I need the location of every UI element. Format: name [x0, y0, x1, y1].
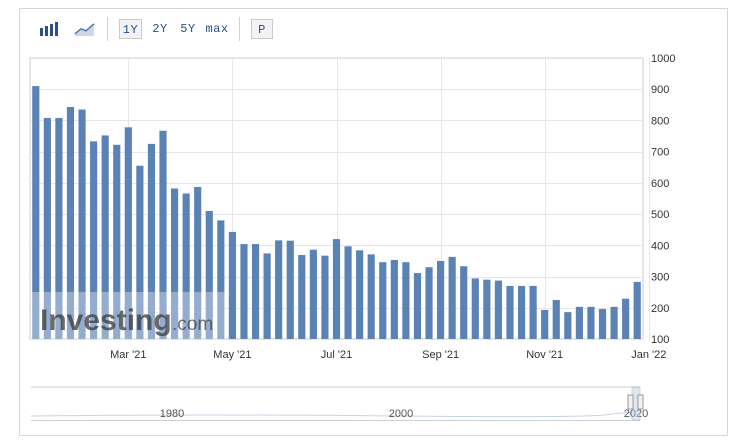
bar[interactable] — [494, 280, 503, 339]
bar[interactable] — [379, 262, 387, 339]
watermark-band — [31, 292, 225, 339]
bar[interactable] — [136, 165, 144, 339]
x-tick-label: May '21 — [213, 349, 251, 361]
bar[interactable] — [251, 244, 260, 339]
bar[interactable] — [78, 109, 86, 340]
bar[interactable] — [448, 256, 456, 339]
watermark-logo-suffix: .com — [172, 314, 213, 335]
x-tick-label: Nov '21 — [526, 349, 563, 361]
bar[interactable] — [309, 249, 317, 339]
bar[interactable] — [228, 231, 236, 339]
bar[interactable] — [66, 107, 75, 340]
bar[interactable] — [43, 117, 51, 339]
bar[interactable] — [147, 143, 156, 339]
navigator-series — [30, 411, 633, 418]
y-tick-label: 900 — [651, 84, 669, 96]
y-tick-label: 1000 — [651, 53, 675, 65]
bar[interactable] — [471, 278, 479, 339]
bar[interactable] — [367, 254, 375, 339]
x-tick-label: Sep '21 — [422, 349, 459, 361]
y-tick-label: 600 — [651, 178, 669, 190]
bar[interactable] — [298, 255, 306, 339]
x-tick-label: Jul '21 — [321, 349, 352, 361]
navigator-year-label: 2000 — [389, 408, 413, 420]
y-tick-label: 100 — [651, 334, 669, 346]
y-tick-label: 300 — [651, 272, 669, 284]
y-tick-label: 400 — [651, 240, 669, 252]
bar[interactable] — [159, 130, 167, 339]
bar[interactable] — [622, 298, 630, 339]
bar[interactable] — [390, 260, 398, 339]
navigator-handle-left[interactable] — [627, 394, 634, 410]
line-chart-icon[interactable] — [73, 19, 97, 39]
range-5y-button[interactable]: 5Y — [180, 22, 196, 36]
bar[interactable] — [90, 141, 98, 339]
bar[interactable] — [124, 127, 132, 339]
bar[interactable] — [240, 244, 248, 339]
bar[interactable] — [506, 285, 514, 339]
range-2y-button[interactable]: 2Y — [152, 22, 168, 36]
bar[interactable] — [217, 220, 225, 339]
bar-chart-icon[interactable] — [38, 19, 62, 39]
navigator-year-label: 2020 — [624, 408, 648, 420]
x-tick-label: Mar '21 — [110, 349, 146, 361]
bar[interactable] — [344, 246, 352, 339]
y-tick-label: 500 — [651, 209, 669, 221]
bar[interactable] — [263, 253, 271, 339]
bar[interactable] — [170, 188, 179, 339]
bar[interactable] — [529, 285, 537, 339]
bar[interactable] — [437, 260, 445, 339]
bar[interactable] — [633, 281, 641, 339]
y-tick-label: 700 — [651, 147, 669, 159]
x-tick-label: Jan '22 — [631, 349, 666, 361]
bar[interactable] — [205, 210, 213, 339]
chart-toolbar: 1Y 2Y 5Y max P — [20, 9, 727, 47]
range-max-button[interactable]: max — [205, 22, 229, 36]
bar[interactable] — [575, 306, 583, 339]
bar[interactable] — [552, 299, 560, 339]
bar[interactable] — [332, 239, 341, 339]
bar[interactable] — [587, 306, 595, 339]
bar[interactable] — [598, 309, 607, 339]
navigator-year-label: 1980 — [160, 408, 184, 420]
bar[interactable] — [425, 267, 433, 339]
y-tick-label: 800 — [651, 115, 669, 127]
toolbar-divider — [107, 17, 108, 41]
bar[interactable] — [517, 285, 526, 339]
bar[interactable] — [55, 117, 63, 339]
y-tick-label: 200 — [651, 303, 669, 315]
toolbar-divider — [239, 17, 240, 41]
bar[interactable] — [564, 312, 572, 339]
bar[interactable] — [101, 135, 109, 339]
bar[interactable] — [32, 86, 40, 339]
bar[interactable] — [194, 186, 202, 339]
bar[interactable] — [483, 279, 491, 339]
watermark-logo: Investing — [40, 304, 172, 337]
bar[interactable] — [541, 309, 549, 339]
bar[interactable] — [321, 255, 329, 339]
bar[interactable] — [610, 306, 618, 339]
bar[interactable] — [275, 240, 283, 339]
bar[interactable] — [402, 262, 410, 339]
bar[interactable] — [113, 144, 121, 339]
bar[interactable] — [356, 250, 364, 339]
bar[interactable] — [460, 266, 468, 339]
bar[interactable] — [413, 273, 422, 339]
bar[interactable] — [286, 240, 294, 339]
p-button[interactable]: P — [251, 19, 273, 39]
range-1y-button[interactable]: 1Y — [119, 19, 142, 39]
bar[interactable] — [182, 193, 190, 340]
navigator-handle-right[interactable] — [637, 394, 644, 410]
